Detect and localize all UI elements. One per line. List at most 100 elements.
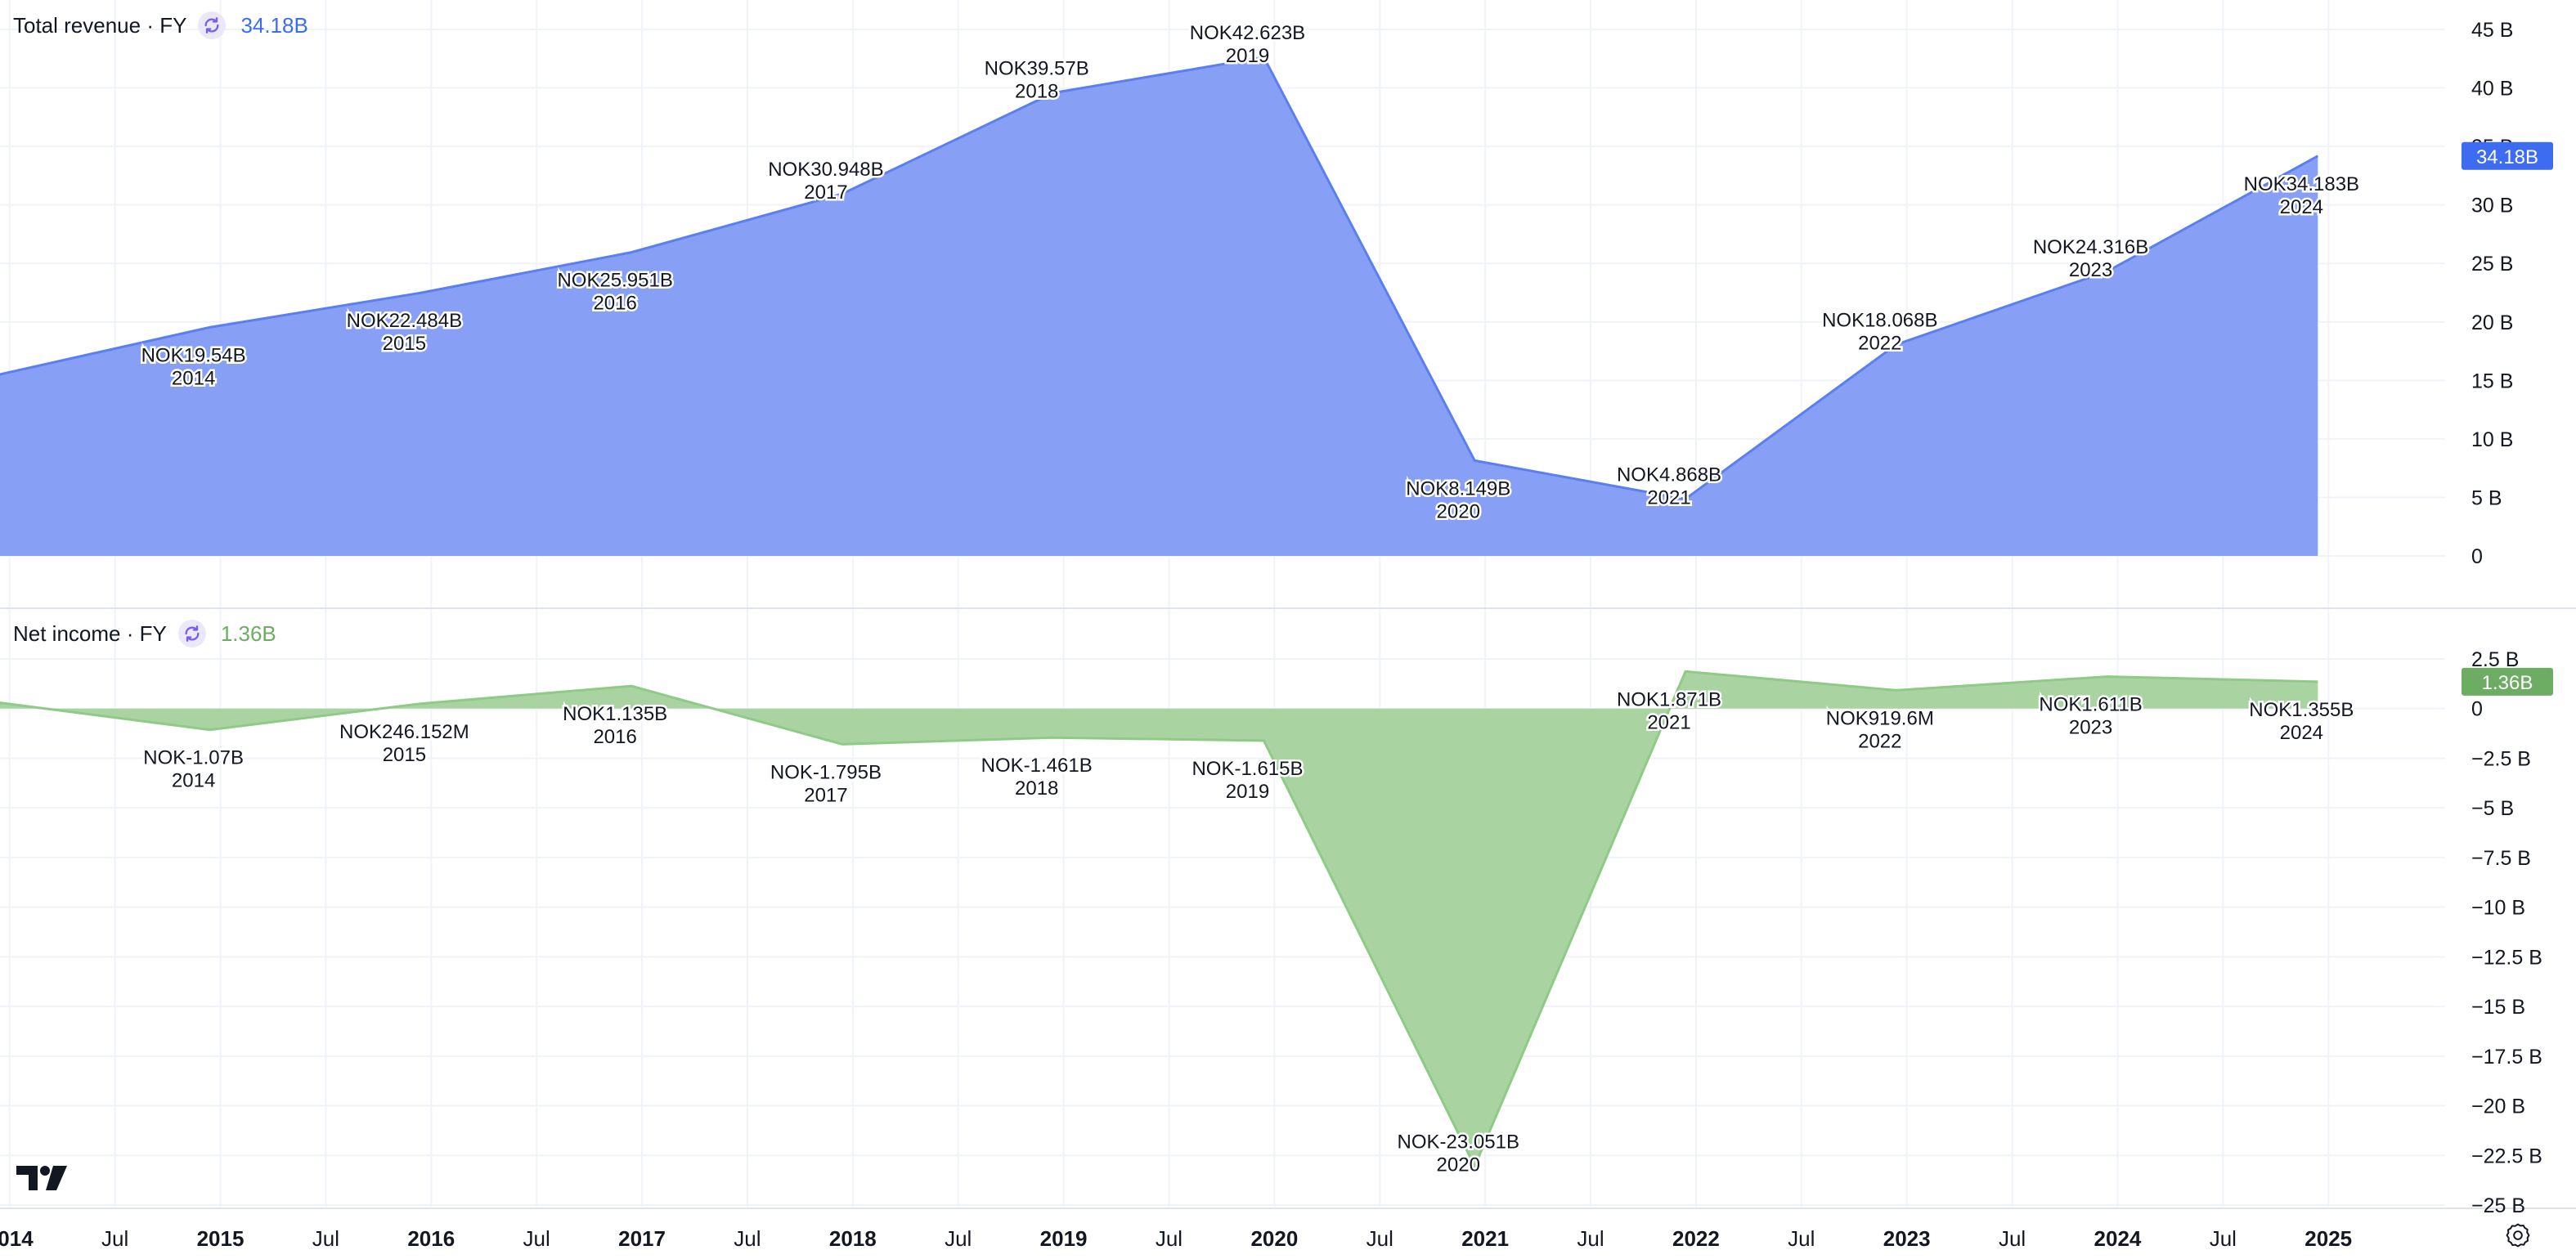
revenue-data-label-value: NOK18.068B (1822, 309, 1937, 331)
revenue-data-label-year: 2022 (1858, 332, 1901, 354)
income-data-label-year: 2021 (1647, 711, 1690, 733)
y-tick-label: −17.5 B (2471, 1046, 2542, 1069)
y-tick-label: 0 (2471, 698, 2483, 721)
y-tick-label: 30 B (2471, 195, 2513, 217)
income-line (0, 670, 2318, 1170)
y-tick-label: 0 (2471, 545, 2483, 568)
y-tick-label: −20 B (2471, 1095, 2525, 1118)
x-tick-label: Jul (734, 1226, 761, 1251)
income-data-label-year: 2014 (172, 770, 215, 792)
revenue-data-label-year: 2024 (2280, 196, 2323, 218)
income-data-label-value: NOK919.6M (1826, 707, 1934, 729)
revenue-data-label-value: NOK22.484B (347, 310, 462, 332)
y-tick-label: −2.5 B (2471, 747, 2531, 770)
y-tick-label: 20 B (2471, 311, 2513, 334)
y-tick-label: −5 B (2471, 797, 2514, 820)
revenue-data-label-value: NOK25.951B (557, 270, 672, 292)
y-tick-label: −10 B (2471, 897, 2525, 920)
income-data-label-year: 2016 (593, 726, 636, 748)
revenue-line (0, 56, 2319, 500)
data-label-layer: NOK19.54B2014NOK22.484B2015NOK25.951B201… (139, 20, 2361, 1179)
y-tick-label: 2.5 B (2471, 648, 2519, 671)
sync-icon[interactable] (198, 11, 227, 39)
revenue-data-label-year: 2020 (1437, 500, 1480, 522)
x-tick-label: Jul (523, 1226, 550, 1251)
x-tick-label: Jul (1999, 1226, 2026, 1251)
income-data-label-year: 2018 (1015, 777, 1058, 800)
revenue-price-badge-text: 34.18B (2476, 146, 2538, 168)
revenue-data-label-value: NOK30.948B (768, 159, 883, 181)
legend-revenue[interactable]: Total revenue · FY 34.18B (13, 11, 308, 39)
revenue-area (0, 57, 2318, 556)
x-tick-label: 2021 (1461, 1226, 1509, 1251)
income-data-label-value: NOK-23.051B (1398, 1131, 1519, 1154)
sync-icon[interactable] (177, 620, 206, 647)
income-data-label-value: NOK-1.461B (981, 755, 1093, 777)
x-tick-label: Jul (1577, 1226, 1604, 1251)
x-tick-label: Jul (101, 1226, 128, 1251)
revenue-price-badge: 34.18B (2462, 141, 2553, 170)
income-data-label-year: 2019 (1226, 781, 1269, 803)
revenue-data-label-value: NOK8.149B (1406, 477, 1510, 500)
revenue-data-label-value: NOK24.316B (2033, 236, 2148, 258)
legend-income[interactable]: Net income · FY 1.36B (13, 620, 276, 647)
y-tick-label: −12.5 B (2471, 946, 2542, 969)
settings-gear-icon[interactable] (2504, 1221, 2532, 1253)
revenue-data-label-year: 2019 (1226, 45, 1269, 67)
income-data-label-value: NOK1.355B (2249, 699, 2354, 721)
series-layer (0, 56, 2319, 1170)
x-tick-label: Jul (1156, 1226, 1183, 1251)
x-tick-label: 2022 (1672, 1226, 1720, 1251)
tradingview-logo-icon[interactable] (16, 1164, 69, 1196)
income-data-label-value: NOK1.611B (2039, 694, 2142, 716)
x-tick-label: Jul (1788, 1226, 1815, 1251)
income-price-badge-bg (2462, 667, 2553, 696)
legend-revenue-title: Total revenue · FY (13, 12, 187, 38)
income-data-label-value: NOK-1.07B (143, 747, 244, 769)
y-tick-label: 15 B (2471, 370, 2513, 392)
x-tick-label: 2020 (1250, 1226, 1298, 1251)
revenue-data-label-year: 2016 (593, 293, 636, 315)
revenue-data-label-year: 2017 (804, 181, 847, 204)
income-data-label-value: NOK-1.615B (1192, 758, 1303, 780)
revenue-data-label-year: 2018 (1015, 81, 1058, 103)
x-tick-label: 2015 (197, 1226, 245, 1251)
x-tick-label: 2019 (1040, 1226, 1088, 1251)
y-tick-label: −25 B (2471, 1194, 2525, 1217)
x-tick-label: Jul (1367, 1226, 1393, 1251)
income-data-label-year: 2023 (2069, 717, 2112, 739)
revenue-data-label-value: NOK39.57B (985, 58, 1089, 80)
income-price-badge: 1.36B (2462, 667, 2553, 696)
revenue-data-label-year: 2015 (383, 333, 426, 355)
income-data-label-year: 2022 (1858, 730, 1901, 752)
y-tick-label: 40 B (2471, 78, 2513, 101)
y-tick-label: 5 B (2471, 486, 2502, 509)
income-data-label-value: NOK246.152M (339, 721, 469, 743)
x-tick-label: Jul (2210, 1226, 2237, 1251)
income-price-badge-text: 1.36B (2482, 672, 2533, 694)
x-tick-label: 2017 (618, 1226, 666, 1251)
x-tick-label: 2023 (1883, 1226, 1931, 1251)
axis-layer: 2014 Jul 2015 Jul 2016 Jul 2017 Jul 2018 Jul 2019 J… (0, 19, 2553, 1251)
x-tick-label: 2018 (829, 1226, 877, 1251)
revenue-data-label-value: NOK42.623B (1190, 22, 1305, 44)
y-tick-label: 45 B (2471, 19, 2513, 42)
x-tick-label: 2016 (407, 1226, 455, 1251)
